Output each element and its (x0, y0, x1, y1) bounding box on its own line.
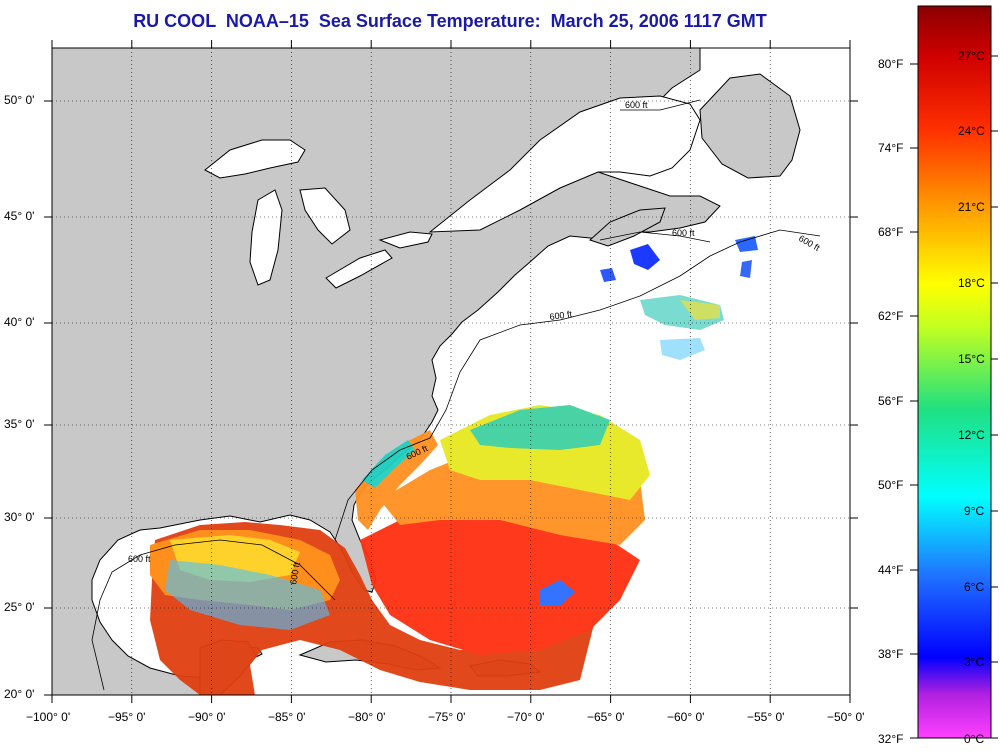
colorbar-f-label: 80°F (878, 57, 904, 71)
lon-label: −85° 0' (268, 710, 306, 724)
colorbar-f-label: 44°F (878, 563, 904, 577)
lake-superior (204, 139, 306, 179)
lon-label: −50° 0' (827, 710, 865, 724)
lat-label: 30° 0' (4, 510, 35, 524)
land-nova-scotia (589, 207, 666, 247)
colorbar-f-label: 68°F (878, 225, 904, 239)
colorbar-c-label: 15°C (958, 352, 985, 366)
lon-label: −80° 0' (348, 710, 386, 724)
lat-label: 35° 0' (4, 417, 35, 431)
lon-label: −65° 0' (587, 710, 625, 724)
lake-ontario (378, 231, 433, 249)
lon-label: −95° 0' (108, 710, 146, 724)
colorbar-f-label: 74°F (878, 141, 904, 155)
lat-label: 40° 0' (4, 315, 35, 329)
sst-data (150, 236, 758, 695)
colorbar-c-label: 9°C (964, 504, 985, 518)
axis-ticks (44, 40, 858, 703)
colorbar-c-label: 0°C (964, 732, 985, 746)
lon-label: −55° 0' (747, 710, 785, 724)
contour-label: 600 ft (549, 309, 573, 322)
colorbar-c-label: 18°C (958, 276, 985, 290)
colorbar-ticks (910, 55, 998, 739)
contour-label: 600 ft (128, 554, 151, 564)
lon-label: −90° 0' (188, 710, 226, 724)
colorbar-f-label: 38°F (878, 647, 904, 661)
gulf-st-lawrence (428, 95, 701, 233)
lat-label: 50° 0' (4, 93, 35, 107)
land-newfoundland (699, 73, 801, 179)
colorbar-c-label: 27°C (958, 49, 985, 63)
colorbar-f-label: 32°F (878, 732, 904, 746)
colorbar-f-label: 62°F (878, 309, 904, 323)
lon-label: −60° 0' (667, 710, 705, 724)
lon-label: −75° 0' (428, 710, 466, 724)
lon-label: −70° 0' (507, 710, 545, 724)
lake-huron (299, 187, 351, 245)
graticule (52, 48, 850, 695)
contour-label: 600 ft (625, 100, 648, 110)
colorbar-f-label: 56°F (878, 394, 904, 408)
colorbar-c-label: 21°C (958, 200, 985, 214)
contour-label: 600 ft (672, 228, 695, 238)
contour-label: 600 ft (288, 561, 302, 585)
lon-label: −100° 0' (26, 710, 71, 724)
land-north-america (52, 48, 721, 695)
map-title: RU COOL NOAA–15 Sea Surface Temperature:… (133, 11, 767, 31)
lat-label: 25° 0' (4, 600, 35, 614)
lat-label: 45° 0' (4, 209, 35, 223)
colorbar-c-label: 24°C (958, 124, 985, 138)
colorbar-f-label: 50°F (878, 478, 904, 492)
lake-michigan (249, 189, 283, 286)
isobath-600ft (91, 99, 821, 691)
colorbar-c-label: 6°C (964, 580, 985, 594)
lake-erie (325, 249, 393, 289)
colorbar (917, 5, 992, 739)
colorbar-c-label: 12°C (958, 428, 985, 442)
colorbar-c-label: 3°C (964, 655, 985, 669)
lat-label: 20° 0' (4, 687, 35, 701)
